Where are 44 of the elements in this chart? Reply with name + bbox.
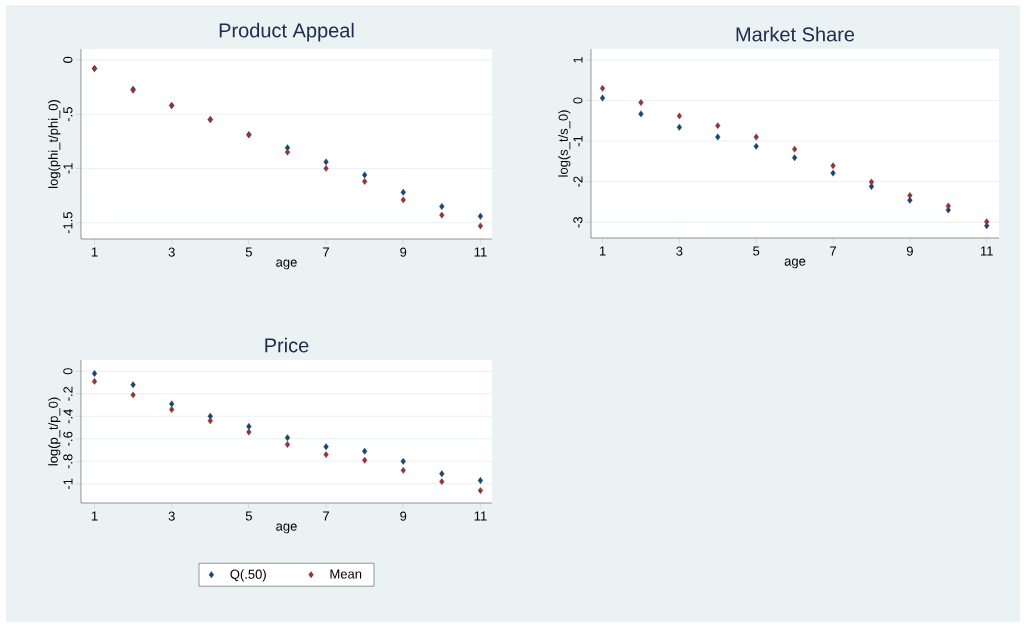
chart-title: Product Appeal — [219, 22, 354, 42]
y-tick-label: -1 — [63, 478, 73, 490]
legend-label: Q(.50) — [230, 569, 266, 582]
x-tick-label: 11 — [980, 246, 993, 256]
x-axis-title: age — [276, 523, 297, 534]
y-tick-label: -1 — [63, 163, 73, 174]
y-tick-label: 0 — [63, 368, 73, 375]
x-tick-label: 3 — [168, 247, 175, 257]
y-tick-label: 0 — [63, 56, 73, 63]
y-tick-label: -1.5 — [63, 212, 73, 234]
x-tick-label: 1 — [91, 247, 98, 257]
x-tick-label: 1 — [599, 246, 606, 256]
x-axis-title: age — [784, 258, 806, 269]
y-axis-title: log(phi_t/phi_0) — [48, 100, 61, 188]
y-tick-label: -.2 — [63, 386, 73, 401]
y-tick-label: -.4 — [63, 409, 73, 424]
chart-title: Market Share — [736, 26, 855, 42]
x-tick-label: 11 — [474, 247, 487, 257]
x-tick-label: 3 — [168, 511, 175, 521]
x-tick-label: 5 — [245, 511, 252, 521]
x-tick-label: 1 — [91, 511, 98, 521]
y-axis-title: log(s_t/s_0) — [558, 110, 571, 177]
x-tick-label: 7 — [323, 247, 330, 257]
x-tick-label: 7 — [830, 246, 836, 256]
x-tick-label: 9 — [400, 511, 407, 521]
y-tick-label: 0 — [573, 97, 583, 104]
x-tick-label: 9 — [400, 247, 407, 257]
y-tick-label: -3 — [573, 216, 583, 228]
x-tick-label: 7 — [323, 511, 330, 521]
y-tick-label: -.6 — [63, 431, 73, 446]
chart-title: Price — [265, 337, 309, 353]
x-tick-label: 5 — [245, 247, 252, 257]
x-tick-label: 3 — [676, 246, 683, 256]
y-axis-title: log(p_t/p_0) — [48, 397, 61, 466]
y-tick-label: -2 — [573, 176, 583, 187]
x-axis-title: age — [276, 259, 297, 270]
y-tick-label: -.5 — [63, 107, 73, 122]
x-tick-label: 9 — [906, 246, 913, 256]
y-tick-label: 1 — [573, 56, 583, 63]
legend-label: Mean — [330, 569, 362, 579]
x-tick-label: 11 — [474, 511, 487, 521]
y-tick-label: -.8 — [63, 454, 73, 469]
x-tick-label: 5 — [753, 246, 760, 256]
y-tick-label: -1 — [573, 135, 583, 147]
